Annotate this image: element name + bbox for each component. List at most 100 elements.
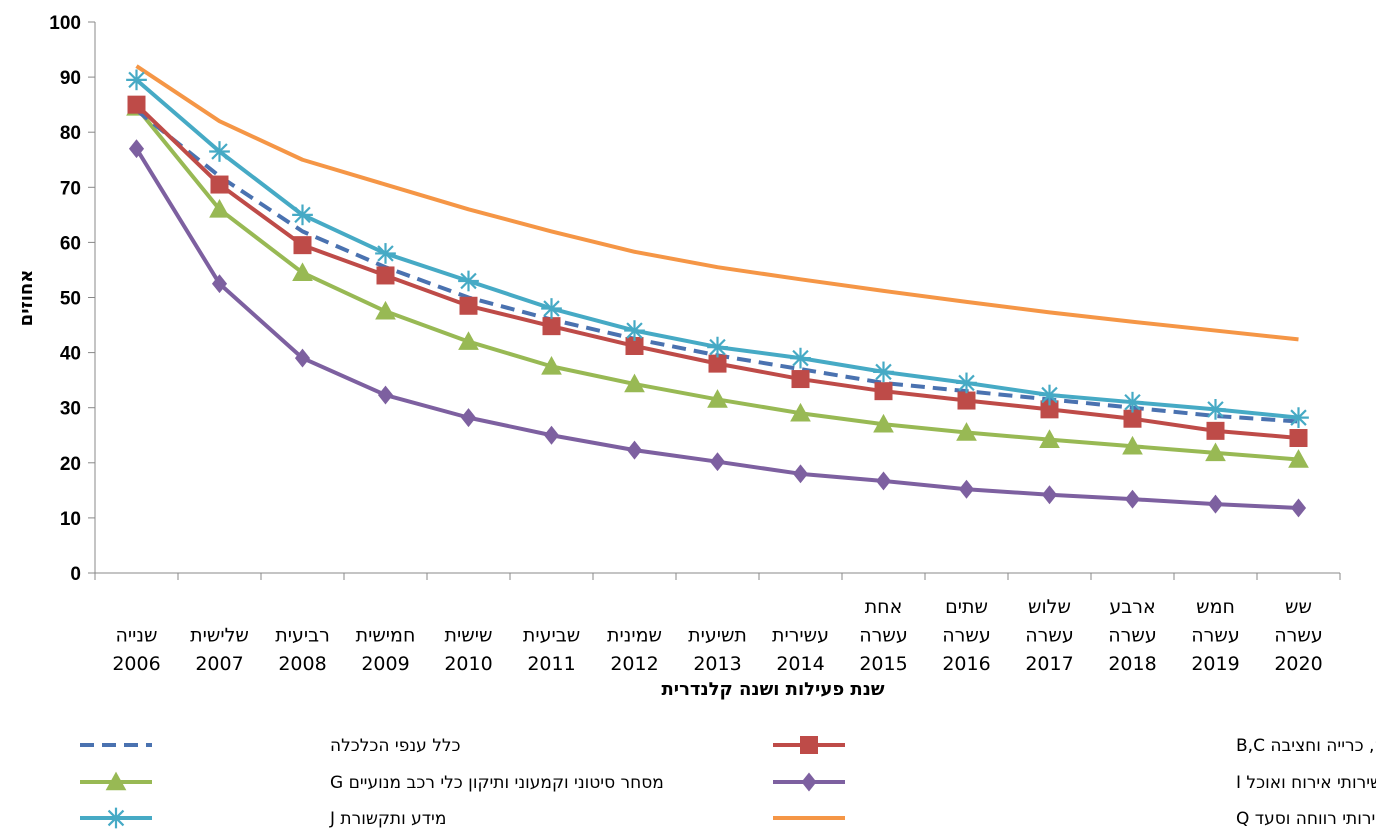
data-point — [459, 296, 478, 315]
data-point — [624, 373, 645, 393]
data-point — [1124, 489, 1141, 509]
x-tick-label: רביעית 2008 — [275, 625, 330, 676]
x-tick-label: ארבע עשרה 2018 — [1108, 596, 1157, 675]
data-point — [792, 464, 809, 484]
series-2 — [126, 97, 1309, 468]
x-tick-label-line: 2009 — [361, 653, 409, 675]
data-point — [790, 402, 811, 422]
x-tick-label-line: שש — [1285, 596, 1312, 618]
x-tick-label-line: שתים — [945, 596, 988, 618]
data-point — [128, 139, 145, 159]
data-point — [209, 198, 230, 218]
data-point — [1041, 485, 1058, 505]
x-tick-label: שמינית 2012 — [607, 625, 662, 676]
data-point — [126, 69, 147, 91]
x-tick-label-line: עשירית — [772, 625, 829, 647]
data-point — [1289, 429, 1308, 448]
x-tick-label-line: עשרה — [859, 625, 908, 647]
data-point — [543, 425, 560, 445]
x-tick-label-line: 2012 — [610, 653, 658, 675]
data-point — [458, 270, 479, 292]
data-point — [790, 347, 811, 369]
x-tick-label-line: 2007 — [195, 653, 243, 675]
x-tick-label: שלישית 2007 — [190, 625, 249, 676]
data-point — [292, 262, 313, 281]
data-point — [375, 243, 396, 264]
x-tick-label-line: 2019 — [1191, 653, 1239, 675]
x-tick-label-line: שביעית — [523, 625, 580, 647]
x-tick-label: שלוש עשרה 2017 — [1025, 596, 1074, 675]
x-tick-label-line: עשרה — [1191, 625, 1240, 647]
data-point — [460, 408, 477, 428]
x-tick-label-line: חמש — [1196, 596, 1235, 618]
x-tick-label-line: 2006 — [112, 653, 160, 675]
data-point — [1123, 409, 1142, 428]
x-tick-label-line: עשרה — [942, 625, 991, 647]
data-point — [707, 389, 728, 408]
x-tick-label: שישית 2010 — [444, 625, 492, 676]
y-tick-label: 40 — [60, 344, 81, 365]
data-point — [873, 361, 894, 383]
y-tick-label: 0 — [70, 564, 81, 585]
y-tick-label: 70 — [60, 178, 81, 199]
x-tick-label-line: שלישית — [190, 625, 249, 647]
series-layer — [126, 64, 1309, 518]
data-point — [1207, 494, 1224, 514]
data-point — [709, 452, 726, 472]
legend-label: שירותי אירוח ואוכל I — [1236, 773, 1376, 793]
legend-label: תעשייה, כרייה וחציבה B,C — [1236, 736, 1376, 756]
data-point — [376, 266, 395, 285]
data-point — [292, 204, 313, 226]
data-point — [626, 440, 643, 460]
legend-item: שירותי בריאות ושירותי רווחה וסעד Q — [773, 809, 1376, 829]
data-point — [956, 422, 977, 441]
legend-item: תעשייה, כרייה וחציבה B,C — [773, 736, 1376, 756]
data-point — [1288, 407, 1309, 428]
data-point — [211, 274, 228, 294]
x-tick-label-line: 2011 — [527, 653, 575, 675]
data-point — [956, 372, 977, 394]
legend-marker — [105, 771, 127, 791]
y-tick-label: 100 — [49, 13, 81, 34]
legend: כלל ענפי הכלכלה תעשייה, כרייה וחציבה B,C מ… — [80, 736, 1376, 829]
data-point — [1290, 498, 1307, 518]
x-axis-title: שנת פעילות ושנה קלנדרית — [661, 679, 884, 700]
data-point — [541, 356, 562, 375]
data-point — [625, 336, 644, 355]
series-line — [135, 103, 1299, 440]
legend-item: מידע ותקשורת J — [80, 807, 446, 829]
x-tick-label-line: שמינית — [607, 625, 662, 647]
x-tick-label-line: 2016 — [942, 653, 990, 675]
data-point — [624, 320, 645, 341]
legend-label: מידע ותקשורת J — [329, 809, 446, 829]
data-point — [1206, 421, 1225, 440]
data-point — [707, 336, 728, 358]
data-point — [875, 471, 892, 491]
x-tick-label-line: שנייה — [116, 625, 158, 647]
series-line — [135, 64, 1299, 342]
series-5 — [135, 64, 1299, 342]
legend-marker — [801, 772, 817, 792]
data-point — [1039, 384, 1060, 406]
data-point — [957, 391, 976, 410]
x-tick-label-line: עשרה — [1108, 625, 1157, 647]
y-axis-title: אחוזים — [16, 270, 37, 327]
legend-marker — [105, 807, 127, 829]
data-point — [209, 141, 230, 162]
data-point — [1040, 400, 1059, 419]
legend-marker — [800, 736, 818, 754]
x-tick-label-line: שישית — [445, 625, 493, 647]
x-tick-label: תשיעית 2013 — [688, 625, 747, 676]
x-tick-label: שביעית 2011 — [523, 625, 580, 676]
y-tick-label: 20 — [60, 454, 81, 475]
data-point — [210, 175, 229, 194]
x-tick-label: שש עשרה 2020 — [1274, 596, 1323, 675]
legend-label: מסחר סיטוני וקמעוני ותיקון כלי רכב מנועי… — [330, 773, 664, 793]
series-3 — [128, 139, 1307, 518]
legend-item: מסחר סיטוני וקמעוני ותיקון כלי רכב מנועי… — [80, 771, 664, 793]
data-point — [958, 479, 975, 499]
data-point — [791, 370, 810, 389]
x-tick-label-line: ארבע — [1109, 596, 1155, 618]
y-tick-label: 10 — [60, 509, 81, 530]
x-tick-label: שנייה 2006 — [112, 625, 160, 676]
